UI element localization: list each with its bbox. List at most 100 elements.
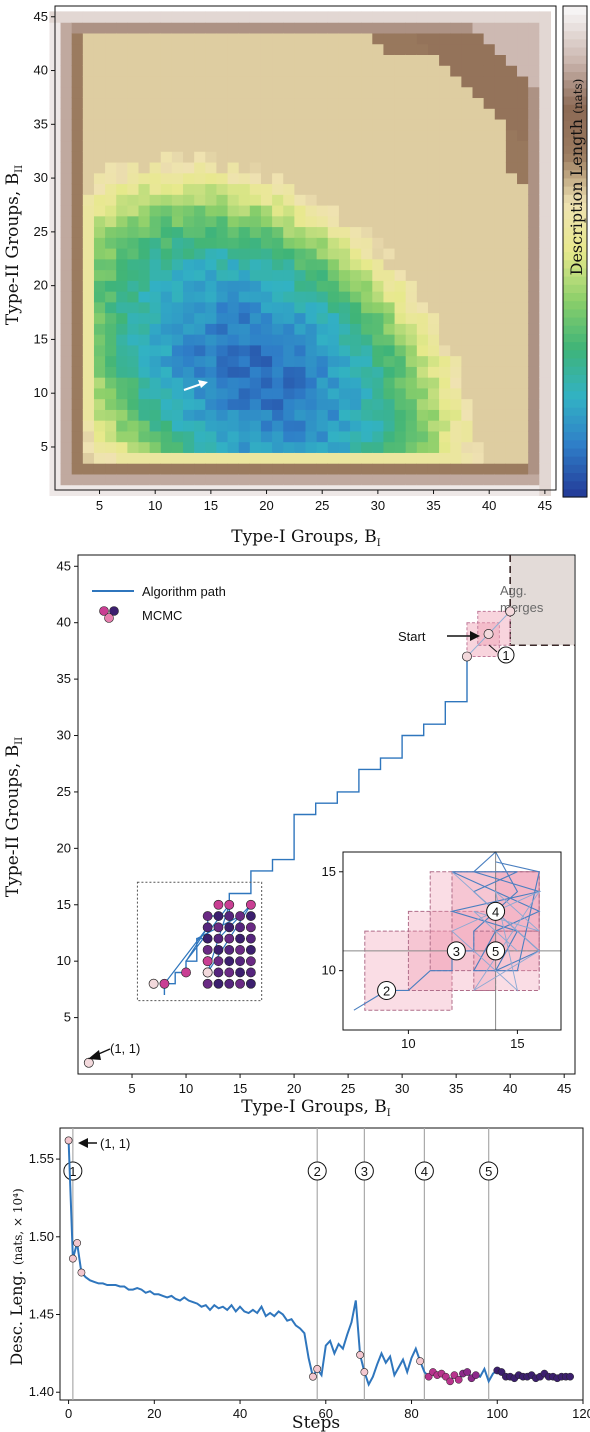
heatmap-cell <box>105 355 117 367</box>
heatmap-cell <box>450 151 462 163</box>
heatmap-cell <box>316 108 329 120</box>
heatmap-cell <box>93 204 106 217</box>
heatmap-cell <box>283 398 295 410</box>
heatmap-cell <box>483 97 496 109</box>
heatmap-cell <box>361 140 373 152</box>
heatmap-cell <box>450 172 462 185</box>
heatmap-cell <box>427 54 440 66</box>
heatmap-cell <box>472 140 485 152</box>
heatmap-cell <box>160 430 173 443</box>
heatmap-cell <box>450 22 462 34</box>
heatmap-cell <box>205 334 218 346</box>
heatmap-cell <box>494 129 507 142</box>
heatmap-cell <box>450 355 462 367</box>
step-vline-label: 4 <box>421 1164 428 1179</box>
heatmap-cell <box>160 387 173 400</box>
heatmap-cell <box>238 172 251 185</box>
heatmap-cell <box>405 140 418 152</box>
heatmap-cell <box>394 301 407 314</box>
heatmap-cell <box>183 11 195 23</box>
heatmap-cell <box>494 22 507 34</box>
desc-point-path <box>309 1372 317 1381</box>
heatmap-cell <box>294 409 307 421</box>
heatmap-cell <box>305 269 318 281</box>
heatmap-cell <box>272 409 284 421</box>
heatmap-cell <box>494 172 507 185</box>
heatmap-cell <box>505 420 518 432</box>
heatmap-cell <box>494 409 507 421</box>
heatmap-cell <box>483 86 496 99</box>
heatmap-cell <box>205 65 218 77</box>
heatmap-cell <box>528 97 540 109</box>
heatmap-cell <box>439 323 451 335</box>
heatmap-cell <box>105 420 117 432</box>
heatmap-cell <box>160 194 173 206</box>
heatmap-cell <box>394 248 407 260</box>
origin-arrowhead <box>88 1050 101 1060</box>
x-tick-label: 40 <box>503 1081 517 1096</box>
heatmap-cell <box>305 291 318 303</box>
heatmap-cell <box>327 226 340 238</box>
colorbar-segment <box>563 235 587 244</box>
heatmap-cell <box>272 473 284 486</box>
heatmap-cell <box>294 108 307 120</box>
heatmap-cell <box>305 65 318 77</box>
heatmap-cell <box>372 151 385 163</box>
heatmap-cell <box>160 237 173 249</box>
heatmap-cell <box>160 248 173 260</box>
inset-frame <box>342 851 562 1031</box>
heatmap-cell <box>338 215 351 228</box>
heatmap-cell <box>338 65 351 77</box>
heatmap-cell <box>116 215 128 228</box>
heatmap-cell <box>205 204 218 217</box>
heatmap-cell <box>238 43 251 55</box>
heatmap-cell <box>138 258 151 271</box>
heatmap-cell <box>216 226 229 238</box>
heatmap-cell <box>183 334 195 346</box>
heatmap-cell <box>294 377 307 389</box>
heatmap-cell <box>517 398 529 410</box>
heatmap-cell <box>227 452 240 464</box>
heatmap-cell <box>372 140 385 152</box>
heatmap-cell <box>305 183 318 195</box>
heatmap-cell <box>327 237 340 249</box>
heatmap-cell <box>138 97 151 109</box>
heatmap-cell <box>294 161 307 174</box>
heatmap-cell <box>216 258 229 271</box>
heatmap-cell <box>71 108 84 120</box>
heatmap-cell <box>528 108 540 120</box>
heatmap-cell <box>483 183 496 195</box>
heatmap-cell <box>505 22 518 34</box>
heatmap-cell <box>294 204 307 217</box>
heatmap-cell <box>517 291 529 303</box>
heatmap-cell <box>238 409 251 421</box>
heatmap-cell <box>427 312 440 324</box>
heatmap-cell <box>116 312 128 324</box>
heatmap-cell <box>238 312 251 324</box>
heatmap-cell <box>272 11 284 23</box>
heatmap-cell <box>283 344 295 357</box>
heatmap-cell <box>205 463 218 475</box>
heatmap-cell <box>294 420 307 432</box>
heatmap-cell <box>71 291 84 303</box>
heatmap-cell <box>350 161 362 174</box>
heatmap-cell <box>283 65 295 77</box>
heatmap-cell <box>249 237 262 249</box>
heatmap-cell <box>116 334 128 346</box>
heatmap-cell <box>149 463 162 475</box>
heatmap-cell <box>383 377 396 389</box>
heatmap-cell <box>138 237 151 249</box>
heatmap-cell <box>405 269 418 281</box>
heatmap-cell <box>60 258 73 271</box>
mcmc-point <box>235 956 245 967</box>
heatmap-cell <box>539 334 552 346</box>
heatmap-cell <box>528 204 540 217</box>
heatmap-cell <box>338 161 351 174</box>
heatmap-cell <box>494 237 507 249</box>
heatmap-cell <box>105 473 117 486</box>
heatmap-cell <box>450 11 462 23</box>
mcmc-point <box>235 944 245 955</box>
heatmap-cell <box>93 398 106 410</box>
heatmap-cell <box>171 32 184 45</box>
heatmap-cell <box>517 97 529 109</box>
